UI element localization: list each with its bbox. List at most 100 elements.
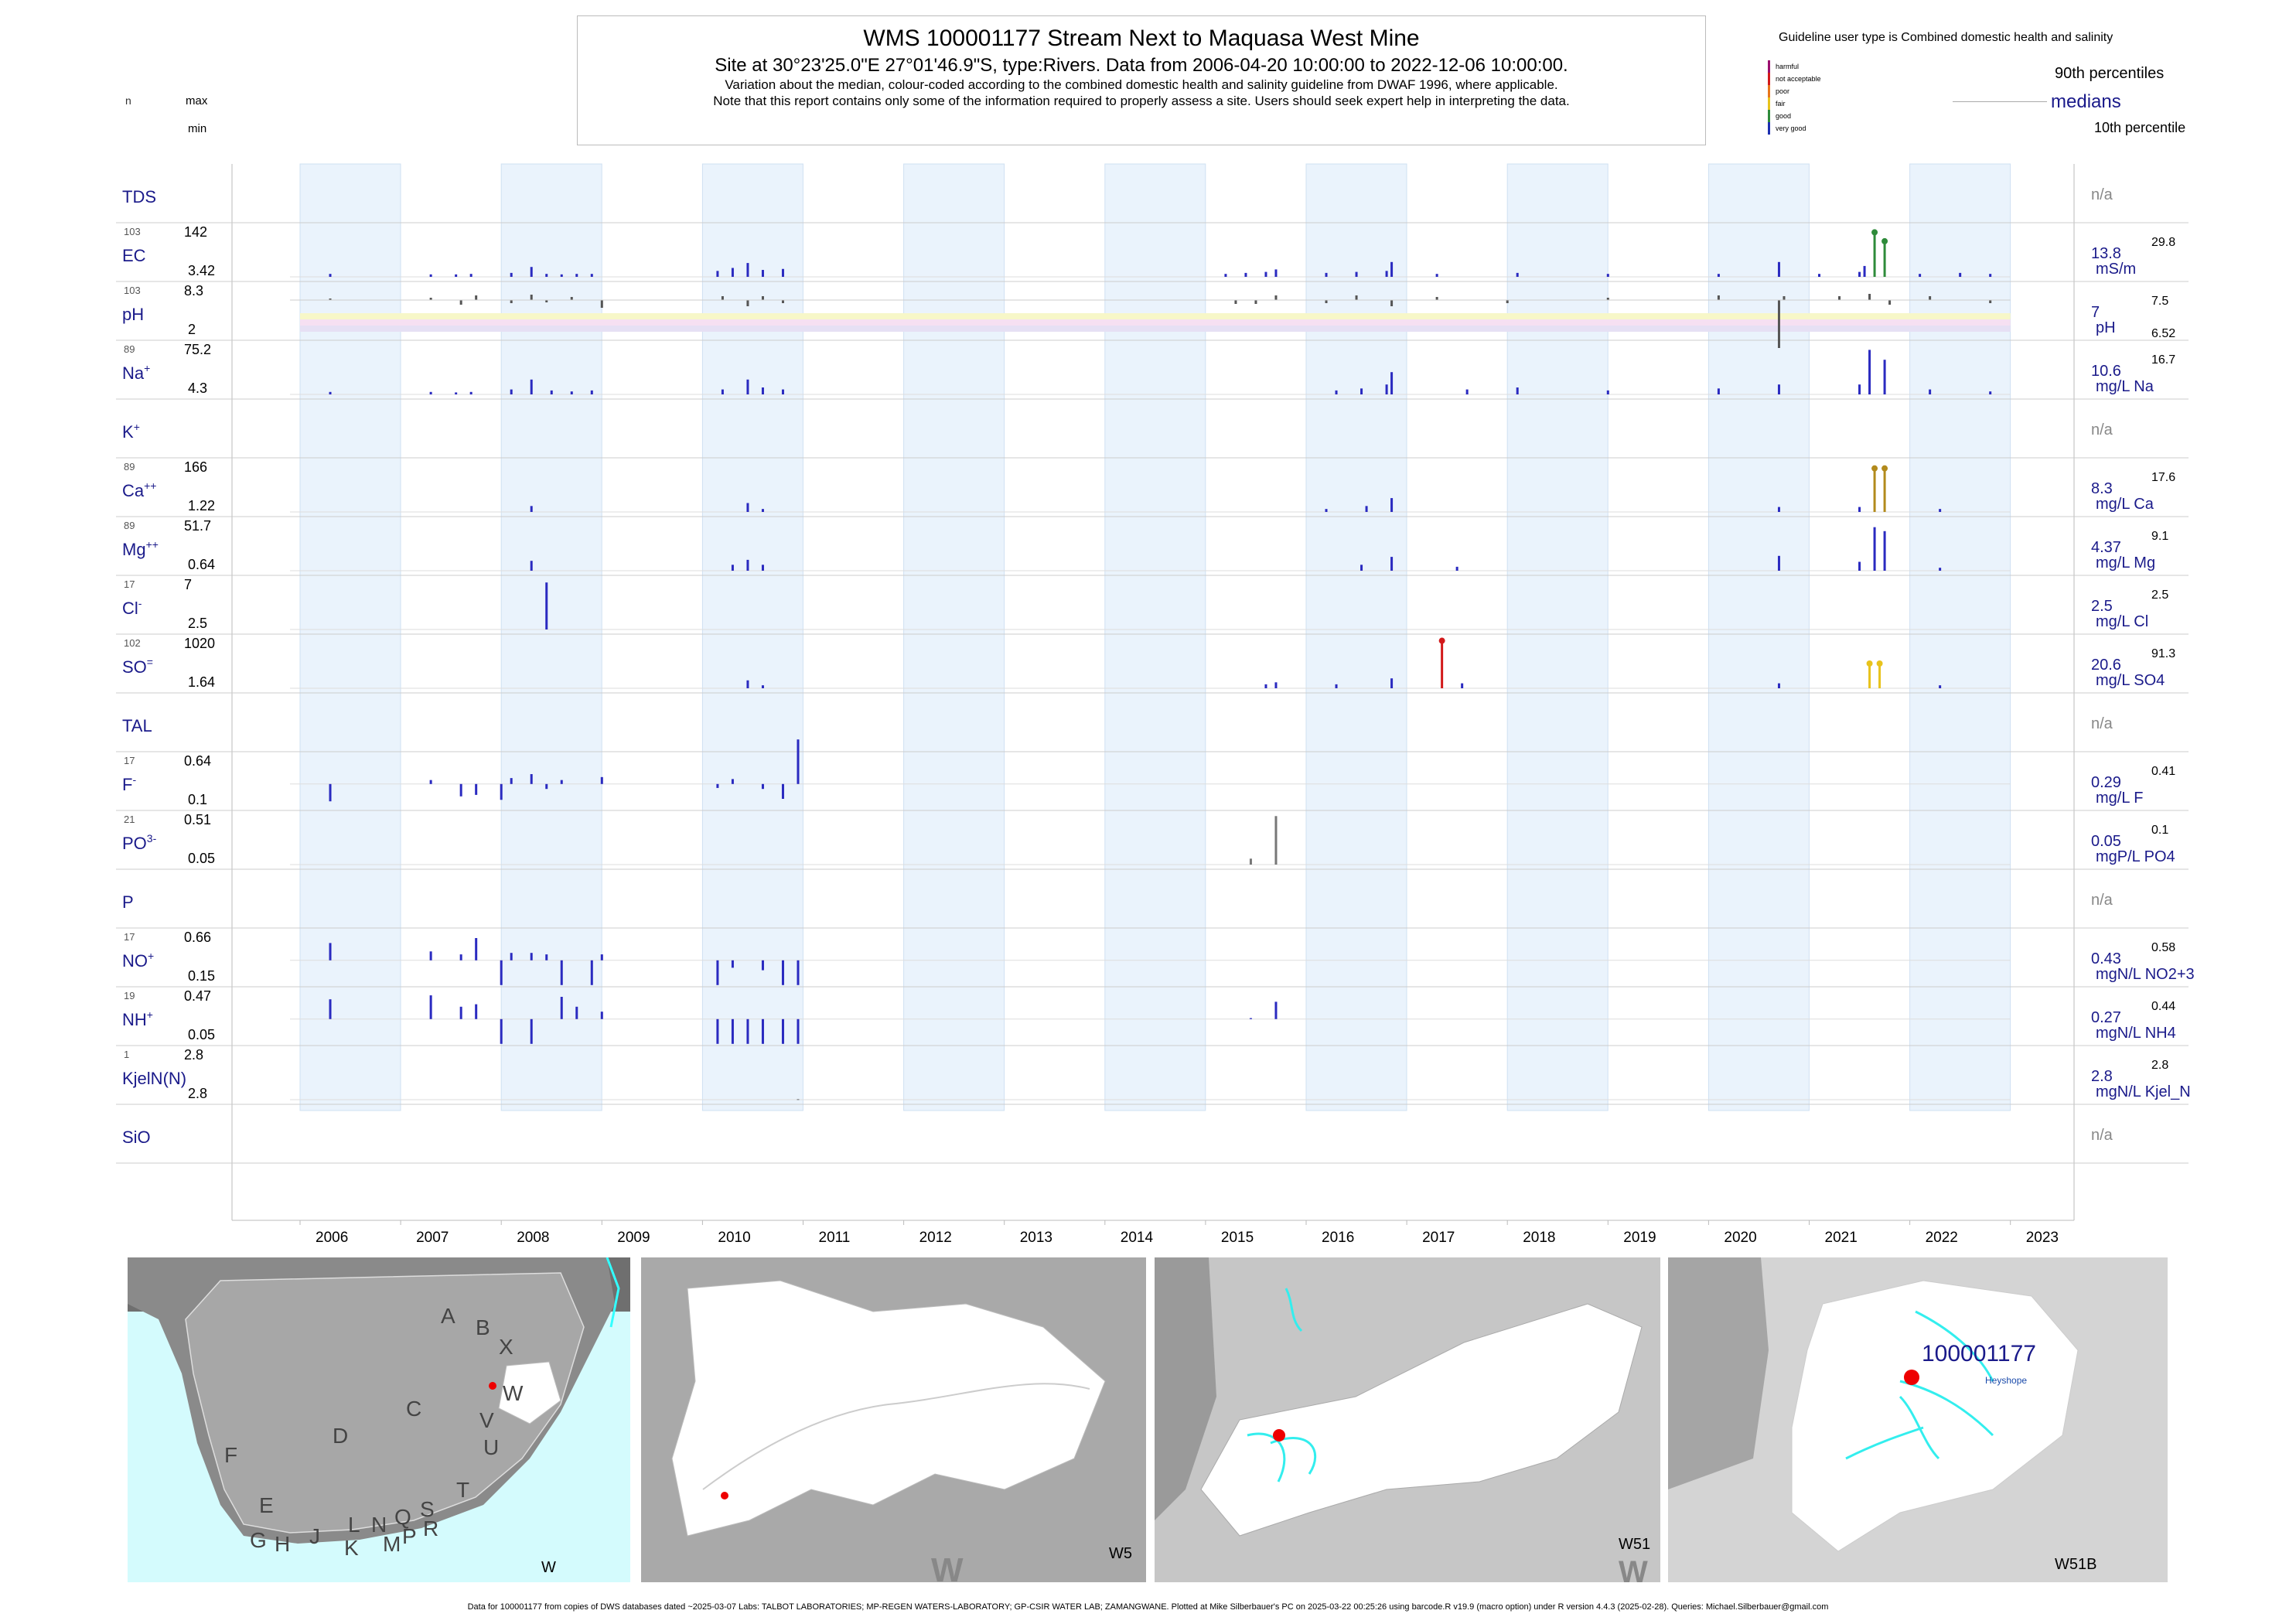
row-label-ca: Ca++ <box>122 479 156 500</box>
data-bar-cap <box>1881 237 1888 244</box>
data-bar <box>530 561 533 571</box>
data-bar <box>1717 388 1720 394</box>
report-title: WMS 100001177 Stream Next to Maquasa Wes… <box>863 26 1420 51</box>
data-bar <box>329 299 332 300</box>
ph-band-harm <box>300 326 2011 332</box>
catchment-label: E <box>259 1493 274 1517</box>
data-bar <box>1390 300 1394 306</box>
data-bar <box>590 274 593 277</box>
data-bar <box>1858 507 1861 512</box>
data-bar <box>721 389 724 394</box>
catchment-label: P <box>402 1524 417 1548</box>
row-max: 8.3 <box>184 283 203 299</box>
data-bar <box>1989 300 1992 303</box>
data-bar <box>1390 498 1394 512</box>
legend-p10-label: 10th percentile <box>2094 120 2186 135</box>
data-bar <box>1777 507 1780 512</box>
x-tick-label: 2008 <box>517 1230 549 1246</box>
data-bar <box>1274 295 1278 300</box>
row-min: 0.05 <box>188 1027 215 1042</box>
site-label: 100001177 <box>1922 1341 2036 1366</box>
data-bar <box>510 778 513 784</box>
data-bar <box>781 300 784 303</box>
row-label-so4: SO= <box>122 656 153 677</box>
data-bar <box>1777 683 1780 688</box>
row-n: 19 <box>124 990 135 1001</box>
data-bar <box>1516 272 1519 277</box>
year-band <box>1506 163 1609 1111</box>
data-bar <box>570 297 573 300</box>
row-label-tal: TAL <box>122 716 152 735</box>
data-bar <box>329 783 332 802</box>
x-tick-label: 2012 <box>919 1230 952 1246</box>
row-p90: 9.1 <box>2151 530 2168 543</box>
row-unit: mgN/L NO2+3 <box>2096 966 2195 983</box>
data-bar <box>1777 384 1780 394</box>
data-bar <box>1888 300 1892 305</box>
data-bar <box>1435 274 1438 277</box>
data-bar <box>1254 300 1257 304</box>
row-unit: mg/L F <box>2096 790 2144 807</box>
data-bar <box>530 953 533 960</box>
data-bar <box>761 685 764 688</box>
data-bar <box>560 997 563 1019</box>
year-band <box>500 163 602 1111</box>
row-min: 4.3 <box>188 380 207 396</box>
map-southern-africa: A B X C W V D U F T E L N Q S G H J K M … <box>128 1257 630 1582</box>
data-bar <box>600 1012 603 1019</box>
data-bar <box>530 1018 533 1044</box>
row-unit: mg/L Na <box>2096 378 2154 395</box>
data-bar-cap <box>1871 465 1878 472</box>
data-bar <box>746 559 749 571</box>
data-bar-cap <box>1876 660 1883 667</box>
data-bar <box>550 390 553 394</box>
data-bar <box>761 1018 764 1044</box>
data-bar <box>1274 816 1278 865</box>
report-subtitle: Site at 30°23'25.0"E 27°01'46.9"S, type:… <box>715 55 1568 76</box>
map-w51b: 100001177 Heyshope W51B <box>1668 1257 2168 1582</box>
column-n-label: n <box>125 94 131 107</box>
row-min: 0.64 <box>188 557 215 572</box>
data-bar <box>761 509 764 512</box>
row-p90: 0.44 <box>2151 1000 2175 1013</box>
data-bar <box>429 391 432 394</box>
data-bar <box>1385 271 1388 277</box>
data-bar <box>1858 271 1861 277</box>
data-bar <box>1390 261 1394 277</box>
data-bar <box>530 379 533 394</box>
data-bar <box>329 274 332 277</box>
row-label-nh4: NH+ <box>122 1008 153 1029</box>
catchment-label: C <box>406 1397 422 1421</box>
data-bar <box>1390 557 1394 571</box>
data-bar <box>1868 294 1871 300</box>
x-tick-label: 2018 <box>1523 1230 1555 1246</box>
data-bar <box>731 960 734 968</box>
row-p90: 0.41 <box>2151 765 2175 778</box>
row-n: 89 <box>124 343 135 355</box>
row-min: 2.8 <box>188 1086 207 1101</box>
row-max: 0.66 <box>184 930 211 945</box>
row-label-mg: Mg++ <box>122 538 159 559</box>
data-bar <box>1224 274 1227 277</box>
data-bar <box>1365 506 1368 512</box>
catchment-label: F <box>224 1443 238 1467</box>
data-bar <box>545 783 548 790</box>
row-p10: 6.52 <box>2151 327 2175 340</box>
x-tick-label: 2013 <box>1020 1230 1052 1246</box>
row-min: 1.64 <box>188 674 215 690</box>
data-bar <box>530 506 533 512</box>
report-note-1: Variation about the median, colour-coded… <box>725 77 1558 92</box>
data-bar <box>545 954 548 960</box>
data-bar <box>459 1006 462 1019</box>
data-bar <box>1335 684 1338 688</box>
data-bar <box>429 780 432 784</box>
row-max: 0.47 <box>184 988 211 1004</box>
data-bar <box>1873 232 1876 277</box>
data-bar <box>1939 685 1942 688</box>
footer-note: Data for 100001177 from copies of DWS da… <box>467 1602 1829 1612</box>
row-unit: mg/L Mg <box>2096 554 2155 571</box>
data-bar <box>510 953 513 960</box>
data-bar <box>761 565 764 571</box>
data-bar <box>1249 858 1252 865</box>
legend-harmful: harmful <box>1768 60 1821 73</box>
